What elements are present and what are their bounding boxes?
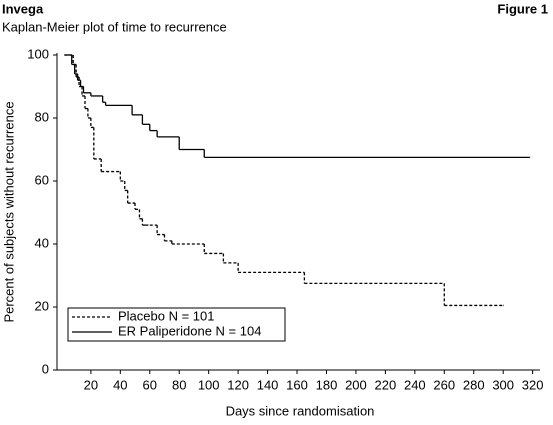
- x-tick-label: 60: [143, 377, 157, 392]
- y-tick-label: 60: [35, 172, 49, 187]
- x-tick-label: 300: [492, 377, 514, 392]
- x-tick-label: 240: [404, 377, 426, 392]
- y-tick-label: 0: [42, 361, 49, 376]
- x-tick-label: 100: [198, 377, 220, 392]
- x-tick-label: 120: [227, 377, 249, 392]
- legend-label: Placebo N = 101: [118, 308, 214, 323]
- x-tick-label: 160: [286, 377, 308, 392]
- x-tick-label: 200: [345, 377, 367, 392]
- y-axis-label: Percent of subjects without recurrence: [1, 101, 16, 322]
- x-tick-label: 20: [84, 377, 98, 392]
- y-tick-label: 100: [27, 46, 49, 61]
- x-tick-label: 140: [257, 377, 279, 392]
- x-tick-label: 220: [375, 377, 397, 392]
- x-tick-label: 80: [172, 377, 186, 392]
- y-tick-label: 40: [35, 235, 49, 250]
- chart-title: Invega: [2, 1, 44, 16]
- x-tick-label: 320: [522, 377, 544, 392]
- figure-label: Figure 1: [497, 1, 548, 16]
- chart-subtitle: Kaplan-Meier plot of time to recurrence: [2, 19, 227, 34]
- y-tick-label: 80: [35, 109, 49, 124]
- x-tick-label: 40: [113, 377, 127, 392]
- x-tick-label: 260: [433, 377, 455, 392]
- y-tick-label: 20: [35, 298, 49, 313]
- legend-label: ER Paliperidone N = 104: [118, 323, 261, 338]
- x-axis-label: Days since randomisation: [226, 403, 375, 418]
- x-tick-label: 180: [316, 377, 338, 392]
- legend-box: [67, 307, 286, 342]
- x-tick-label: 280: [463, 377, 485, 392]
